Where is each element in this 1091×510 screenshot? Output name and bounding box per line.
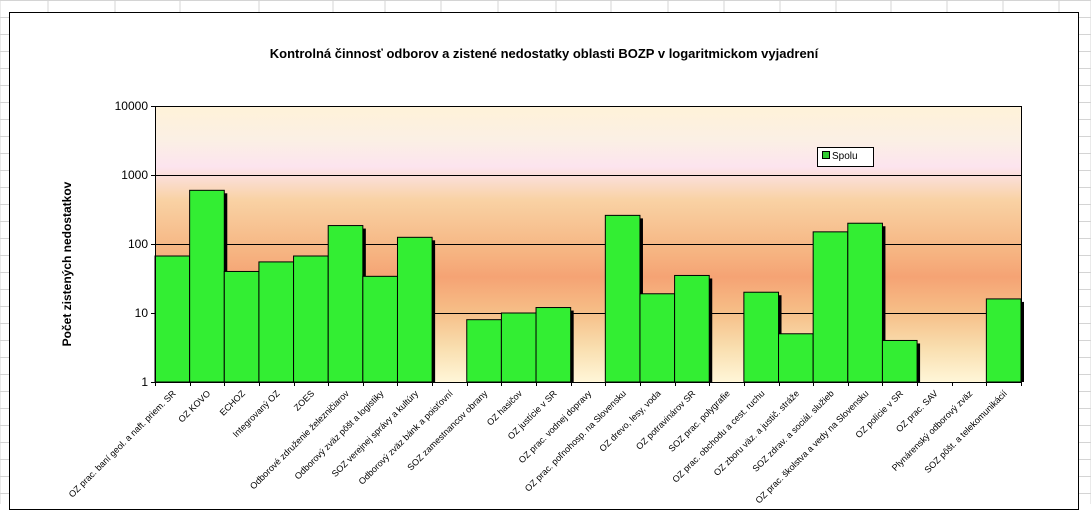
bar (223, 270, 260, 383)
bar (604, 214, 641, 383)
y-tick-label: 1 (141, 375, 148, 389)
bar (778, 333, 814, 383)
bar (293, 255, 329, 383)
y-tick-label: 100 (128, 237, 148, 251)
x-tick-label: ZOES (292, 388, 316, 412)
bar (847, 222, 883, 383)
x-tick-label: OZ potravinárov SR (634, 388, 698, 452)
chart-title: Kontrolná činnosť odborov a zistené nedo… (269, 46, 819, 61)
bar (639, 293, 676, 383)
x-tick-label: OZ drevo, lesy, voda (597, 388, 662, 453)
bar (362, 275, 398, 383)
legend-swatch-spolu (822, 151, 830, 160)
bar (327, 225, 364, 383)
legend[interactable]: Spolu (817, 147, 874, 167)
bar (396, 236, 433, 383)
bar (743, 291, 780, 383)
bar (985, 298, 1022, 383)
x-tick-label: OZ prac. baní geol. a naft. priem. SR (67, 388, 178, 499)
legend-label-spolu: Spolu (832, 151, 858, 162)
bar (466, 319, 502, 383)
y-tick-label: 10000 (115, 99, 149, 113)
bar (258, 261, 295, 383)
x-tick-label: OZ KOVO (176, 388, 212, 424)
bar (189, 189, 225, 383)
bar (881, 339, 918, 383)
bar (674, 274, 710, 383)
bar (500, 312, 537, 383)
bar (154, 255, 191, 383)
bar (535, 307, 572, 383)
x-tick-label: ECHOZ (218, 388, 248, 418)
plot-border (155, 106, 1022, 383)
y-tick-label: 10 (135, 306, 149, 320)
x-tick-label: SOZ prac. polygrafie (667, 388, 732, 453)
y-tick-label: 1000 (121, 168, 148, 182)
bar (812, 231, 849, 383)
